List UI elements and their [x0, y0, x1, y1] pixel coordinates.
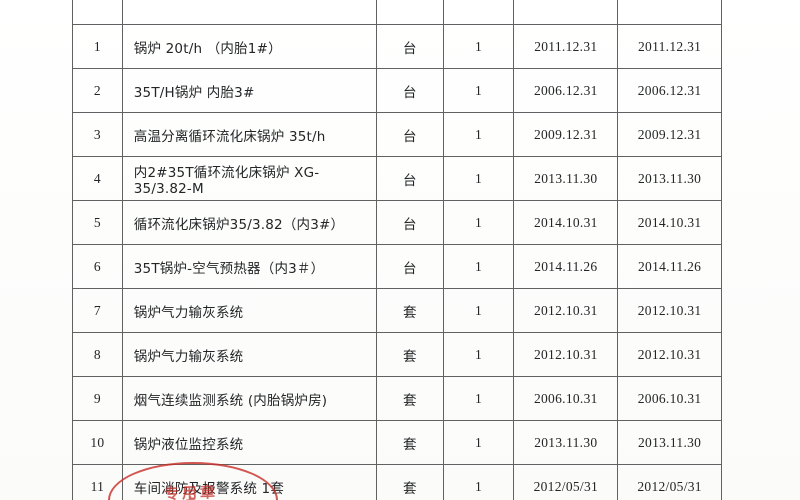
cell-qty: 1	[442, 332, 515, 377]
table-row: 8 锅炉气力输灰系统 套 1 2012.10.31 2012.10.31	[72, 332, 722, 377]
cell-date1: 2011.12.31	[513, 24, 619, 69]
cell-date1: 2012.10.31	[513, 288, 619, 333]
table-row: 6 35T锅炉-空气预热器（内3＃） 台 1 2014.11.26 2014.1…	[72, 244, 722, 289]
header-stub-cell-date1	[513, 0, 619, 25]
cell-seq: 3	[72, 112, 123, 157]
cell-date1: 2006.10.31	[513, 376, 619, 421]
cell-name: 高温分离循环流化床锅炉 35t/h	[121, 112, 377, 157]
cell-name: 循环流化床锅炉35/3.82（内3#）	[121, 200, 377, 245]
cell-name: 35T锅炉-空气预热器（内3＃）	[121, 244, 377, 289]
cell-name: 锅炉气力输灰系统	[121, 332, 377, 377]
cell-seq: 1	[72, 24, 123, 69]
table-row: 3 高温分离循环流化床锅炉 35t/h 台 1 2009.12.31 2009.…	[72, 112, 722, 157]
table-row: 9 烟气连续监测系统 (内胎锅炉房) 套 1 2006.10.31 2006.1…	[72, 376, 722, 421]
cell-qty: 1	[442, 156, 515, 201]
cell-name: 烟气连续监测系统 (内胎锅炉房)	[121, 376, 377, 421]
table-row: 5 循环流化床锅炉35/3.82（内3#） 台 1 2014.10.31 201…	[72, 200, 722, 245]
cell-date1: 2014.10.31	[513, 200, 619, 245]
table-row: 11 车间消防及报警系统 1套 套 1 2012/05/31 2012/05/3…	[72, 464, 722, 500]
cell-date1: 2012/05/31	[513, 464, 619, 500]
cell-unit: 套	[375, 288, 444, 333]
cell-seq: 11	[72, 464, 123, 500]
cell-qty: 1	[442, 68, 515, 113]
cell-date2: 2012.10.31	[617, 288, 722, 333]
cell-unit: 台	[375, 156, 444, 201]
cell-qty: 1	[442, 464, 515, 500]
cell-seq: 4	[72, 156, 123, 201]
cell-seq: 5	[72, 200, 123, 245]
table-row: 1 锅炉 20t/h （内胎1#） 台 1 2011.12.31 2011.12…	[72, 24, 722, 69]
cell-qty: 1	[442, 200, 515, 245]
cell-date2: 2006.10.31	[617, 376, 722, 421]
cell-name: 锅炉液位监控系统	[121, 420, 377, 465]
cell-seq: 10	[72, 420, 123, 465]
cell-unit: 套	[375, 420, 444, 465]
cell-qty: 1	[442, 112, 515, 157]
cell-unit: 套	[375, 464, 444, 500]
cell-qty: 1	[442, 288, 515, 333]
cell-qty: 1	[442, 376, 515, 421]
cell-unit: 台	[375, 24, 444, 69]
cell-seq: 2	[72, 68, 123, 113]
cell-date1: 2009.12.31	[513, 112, 619, 157]
cell-date2: 2013.11.30	[617, 420, 722, 465]
cell-name: 锅炉 20t/h （内胎1#）	[121, 24, 377, 69]
cell-unit: 台	[375, 112, 444, 157]
cell-date2: 2012/05/31	[617, 464, 722, 500]
cell-date1: 2013.11.30	[513, 420, 619, 465]
cell-seq: 7	[72, 288, 123, 333]
cell-date2: 2006.12.31	[617, 68, 722, 113]
cell-unit: 套	[375, 332, 444, 377]
header-stub-cell-unit	[375, 0, 444, 25]
cell-date2: 2014.10.31	[617, 200, 722, 245]
table-row: 10 锅炉液位监控系统 套 1 2013.11.30 2013.11.30	[72, 420, 722, 465]
cell-date2: 2012.10.31	[617, 332, 722, 377]
table-row-header-stub	[72, 0, 722, 25]
header-stub-cell-name	[121, 0, 377, 25]
cell-qty: 1	[442, 244, 515, 289]
cell-date1: 2014.11.26	[513, 244, 619, 289]
cell-seq: 8	[72, 332, 123, 377]
cell-seq: 9	[72, 376, 123, 421]
cell-unit: 台	[375, 244, 444, 289]
asset-register-table: 1 锅炉 20t/h （内胎1#） 台 1 2011.12.31 2011.12…	[72, 0, 722, 500]
cell-date1: 2012.10.31	[513, 332, 619, 377]
cell-date2: 2011.12.31	[617, 24, 722, 69]
cell-unit: 台	[375, 68, 444, 113]
table-row: 2 35T/H锅炉 内胎3# 台 1 2006.12.31 2006.12.31	[72, 68, 722, 113]
cell-qty: 1	[442, 24, 515, 69]
cell-date1: 2013.11.30	[513, 156, 619, 201]
table-row: 4 内2#35T循环流化床锅炉 XG-35/3.82-M 台 1 2013.11…	[72, 156, 722, 201]
cell-date2: 2009.12.31	[617, 112, 722, 157]
header-stub-cell-seq	[72, 0, 123, 25]
cell-unit: 台	[375, 200, 444, 245]
cell-date2: 2014.11.26	[617, 244, 722, 289]
cell-seq: 6	[72, 244, 123, 289]
cell-name: 35T/H锅炉 内胎3#	[121, 68, 377, 113]
table-body: 1 锅炉 20t/h （内胎1#） 台 1 2011.12.31 2011.12…	[72, 0, 722, 500]
cell-name: 内2#35T循环流化床锅炉 XG-35/3.82-M	[121, 156, 377, 201]
header-stub-cell-qty	[442, 0, 515, 25]
cell-date2: 2013.11.30	[617, 156, 722, 201]
table-row: 7 锅炉气力输灰系统 套 1 2012.10.31 2012.10.31	[72, 288, 722, 333]
cell-qty: 1	[442, 420, 515, 465]
cell-date1: 2006.12.31	[513, 68, 619, 113]
cell-unit: 套	[375, 376, 444, 421]
cell-name: 锅炉气力输灰系统	[121, 288, 377, 333]
cell-name: 车间消防及报警系统 1套	[121, 464, 377, 500]
header-stub-cell-date2	[617, 0, 722, 25]
